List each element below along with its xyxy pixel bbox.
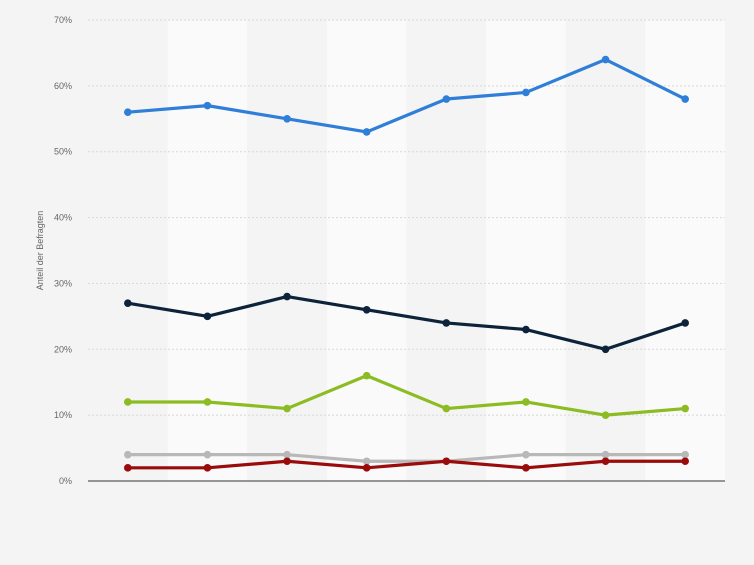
data-point [362, 371, 371, 380]
data-point [124, 299, 132, 307]
series-line [126, 459, 687, 470]
data-point [681, 404, 689, 413]
category-band [326, 20, 407, 481]
data-point [124, 464, 132, 472]
y-tick-label: 60% [54, 81, 72, 91]
data-point [681, 450, 689, 459]
category-band [167, 20, 248, 481]
data-point [601, 450, 610, 459]
series-line [126, 453, 687, 463]
y-axis-ticks: 0% 10% 20% 30% 40% 50% 60% 70% [54, 15, 72, 486]
category-band [565, 20, 646, 481]
data-point [522, 325, 530, 334]
data-point [442, 404, 451, 413]
data-point [601, 457, 610, 466]
y-tick-label: 50% [54, 147, 72, 157]
data-point [362, 305, 371, 314]
data-point [522, 450, 530, 459]
data-point [283, 450, 291, 459]
data-point [283, 292, 291, 301]
y-tick-label: 40% [54, 213, 72, 223]
series-line [126, 374, 687, 417]
y-tick-label: 70% [54, 15, 72, 25]
y-tick-label: 10% [54, 410, 72, 420]
y-tick-label: 0% [59, 476, 72, 486]
data-point [124, 450, 132, 459]
data-point [362, 464, 371, 472]
data-point [203, 450, 212, 459]
data-point [442, 95, 451, 103]
series-1 [124, 292, 689, 354]
data-point [681, 457, 689, 466]
data-point [442, 457, 451, 466]
data-point [681, 319, 689, 327]
data-point [442, 319, 451, 327]
series-line [126, 295, 687, 351]
series-2 [124, 371, 689, 419]
data-point [601, 345, 610, 354]
data-point [283, 114, 291, 123]
data-point [203, 398, 212, 406]
data-point [601, 411, 610, 419]
y-tick-label: 20% [54, 344, 72, 354]
data-point [283, 457, 291, 466]
data-point [283, 404, 291, 413]
series-0 [124, 55, 689, 136]
series-4 [124, 457, 689, 472]
data-point [362, 128, 371, 136]
data-point [203, 464, 212, 472]
category-band [247, 20, 327, 481]
series-group [124, 55, 689, 472]
data-point [522, 398, 530, 406]
data-point [522, 464, 530, 472]
category-band [88, 20, 168, 481]
series-line [126, 57, 687, 134]
data-point [203, 312, 212, 321]
data-point [601, 55, 610, 64]
data-point [124, 108, 132, 116]
y-tick-label: 30% [54, 278, 72, 288]
data-point [681, 95, 689, 103]
category-bands [88, 20, 725, 481]
y-axis-label: Anteil der Befragten [35, 211, 45, 291]
data-point [124, 398, 132, 406]
data-point [522, 88, 530, 97]
data-point [203, 101, 212, 110]
data-point [362, 457, 371, 466]
